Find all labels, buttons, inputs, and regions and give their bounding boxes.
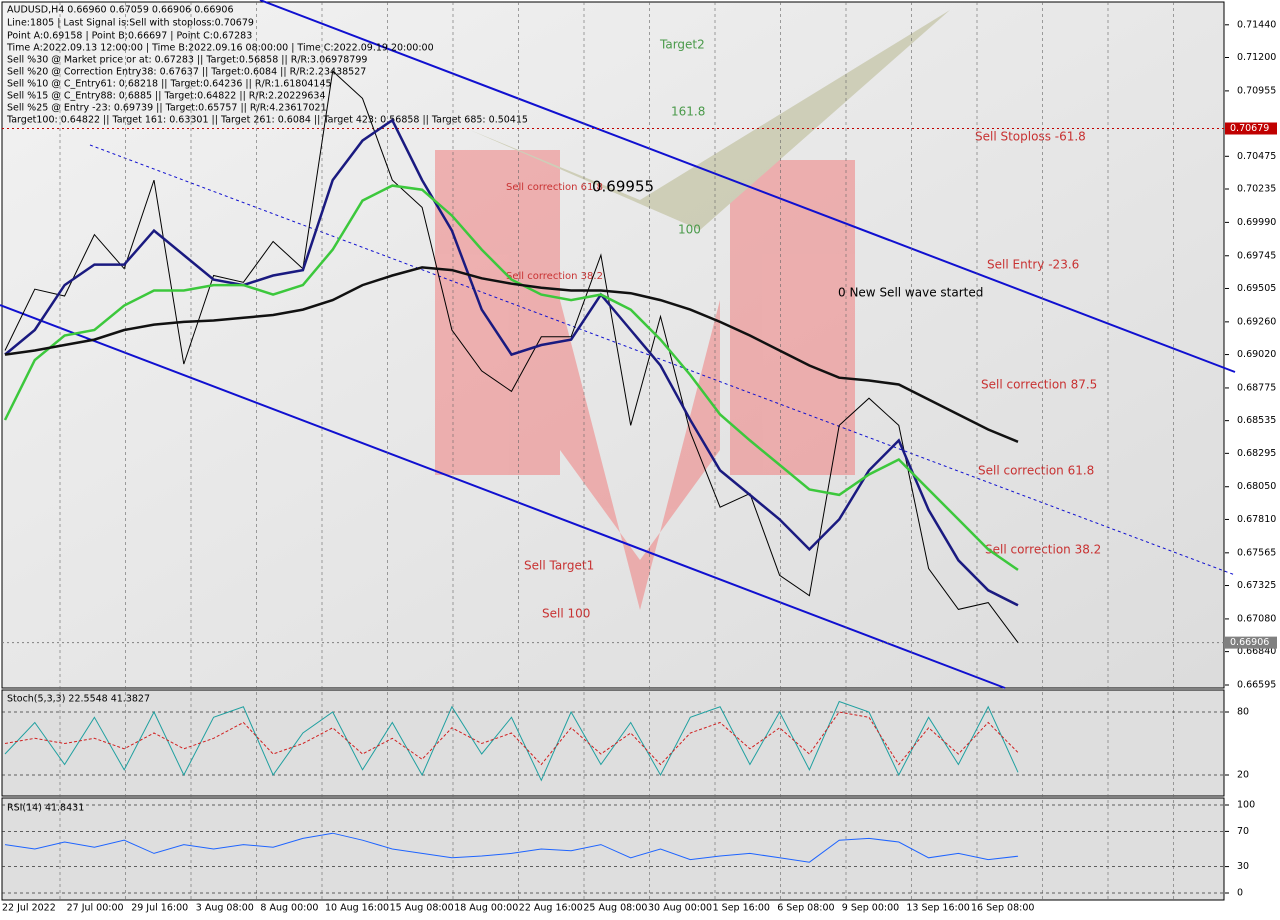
x-tick-label: 30 Aug 00:00	[648, 903, 712, 914]
series-line	[4, 118, 1019, 607]
x-tick-label: 3 Aug 08:00	[196, 903, 254, 914]
annotation: Target2	[659, 38, 705, 52]
y-tick-label: 0.68775	[1237, 382, 1276, 393]
info-line: Time A:2022.09.13 12:00:00 | Time B:2022…	[6, 43, 434, 54]
annotation: Sell Entry -23.6	[987, 258, 1079, 272]
info-line: Line:1805 | Last Signal is:Sell with sto…	[7, 18, 254, 29]
y-tick-label: 0.70955	[1237, 85, 1276, 96]
annotation: Sell 100	[542, 607, 590, 621]
y-tick-label: 0.71200	[1237, 52, 1276, 63]
channel-lower	[0, 304, 1006, 689]
info-line: Target100: 0.64822 || Target 161: 0.6330…	[6, 115, 528, 126]
y-tick-label: 0.66595	[1237, 680, 1276, 691]
y-tick-label: 0.66840	[1237, 646, 1276, 657]
info-line: Sell %20 @ Correction Entry38: 0.67637 |…	[7, 67, 366, 78]
y-tick-label: 0.67325	[1237, 580, 1276, 591]
price-label-box	[1225, 636, 1277, 649]
y-tick-label: 0.70475	[1237, 151, 1276, 162]
x-tick-label: 16 Sep 08:00	[971, 903, 1034, 914]
x-tick-label: 25 Aug 08:00	[583, 903, 647, 914]
x-tick-label: 22 Jul 2022	[2, 903, 56, 914]
main-panel	[1, 1, 1225, 689]
x-tick-label: 9 Sep 00:00	[842, 903, 899, 914]
series-line	[4, 711, 1019, 766]
x-tick-label: 27 Jul 00:00	[67, 903, 124, 914]
x-tick-label: 22 Aug 16:00	[519, 903, 583, 914]
series-line	[4, 266, 1019, 443]
annotation: 100	[678, 223, 701, 237]
annotation: 0 New Sell wave started	[838, 286, 983, 300]
y-tick-label: 0.68050	[1237, 481, 1276, 492]
price-label-box	[1225, 122, 1277, 135]
series-line	[4, 70, 1019, 643]
annotation: Sell correction 61.8	[978, 464, 1094, 478]
series-line	[4, 700, 1019, 782]
stoch-panel	[1, 689, 1225, 797]
annotation: Sell correction 38.2	[506, 271, 603, 282]
annotation: 161.8	[671, 105, 705, 119]
x-tick-label: 10 Aug 16:00	[325, 903, 389, 914]
x-tick-label: 29 Jul 16:00	[131, 903, 188, 914]
annotation: 0.69955	[592, 178, 654, 196]
watermark	[435, 10, 950, 610]
y-tick-label: 0.69020	[1237, 349, 1276, 360]
x-tick-label: 8 Aug 00:00	[260, 903, 318, 914]
y-tick-label: 0.69990	[1237, 217, 1276, 228]
y-tick-label: 0.69260	[1237, 316, 1276, 327]
info-line: Point A:0.69158 | Point B:0.66697 | Poin…	[7, 31, 252, 42]
y-tick-label: 0.68295	[1237, 448, 1276, 459]
info-line: Sell %25 @ Entry -23: 0.69739 || Target:…	[7, 103, 327, 114]
series-line	[3, 184, 1019, 571]
rsi-panel	[1, 797, 1225, 901]
annotation: Sell correction 38.2	[985, 543, 1101, 557]
y-tick-label: 0.68535	[1237, 415, 1276, 426]
channel-upper	[259, 0, 1236, 373]
y-tick-label: 0.67810	[1237, 514, 1276, 525]
price-label: 0.66906	[1230, 637, 1269, 648]
y-tick-label: 0.67565	[1237, 547, 1276, 558]
annotation: Sell Stoploss -61.8	[975, 130, 1086, 144]
x-tick-label: 15 Aug 08:00	[390, 903, 454, 914]
y-tick-label: 70	[1237, 826, 1249, 837]
info-line: Sell %10 @ C_Entry61: 0.68218 || Target:…	[7, 79, 332, 90]
y-tick-label: 30	[1237, 861, 1249, 872]
x-tick-label: 18 Aug 00:00	[454, 903, 518, 914]
symbol-header: AUDUSD,H4 0.66960 0.67059 0.66906 0.6690…	[7, 5, 234, 16]
y-tick-label: 0.69505	[1237, 283, 1276, 294]
y-tick-label: 20	[1237, 770, 1249, 781]
panel-title: RSI(14) 41.8431	[7, 803, 84, 814]
y-tick-label: 0.69745	[1237, 250, 1276, 261]
y-tick-label: 80	[1237, 707, 1249, 718]
y-tick-label: 100	[1237, 800, 1255, 811]
annotation: Sell correction 87.5	[981, 378, 1097, 392]
annotation: Sell Target1	[524, 559, 594, 573]
panel-title: Stoch(5,3,3) 22.5548 41.3827	[7, 694, 150, 705]
info-line: Sell %30 @ Market price or at: 0.67283 |…	[7, 55, 367, 66]
info-block: Line:1805 | Last Signal is:Sell with sto…	[6, 18, 528, 126]
x-tick-label: 13 Sep 16:00	[906, 903, 969, 914]
y-tick-label: 0	[1237, 888, 1243, 899]
y-tick-label: 0.71440	[1237, 19, 1276, 30]
annotation: Sell correction 61.8	[506, 182, 603, 193]
y-tick-label: 0.70235	[1237, 183, 1276, 194]
x-tick-label: 6 Sep 08:00	[777, 903, 834, 914]
x-tick-label: 1 Sep 16:00	[713, 903, 770, 914]
series-line	[4, 832, 1019, 863]
price-label: 0.70679	[1230, 123, 1269, 134]
y-tick-label: 0.67080	[1237, 613, 1276, 624]
info-line: Sell %15 @ C_Entry88: 0.6885 || Target:0…	[7, 91, 326, 102]
